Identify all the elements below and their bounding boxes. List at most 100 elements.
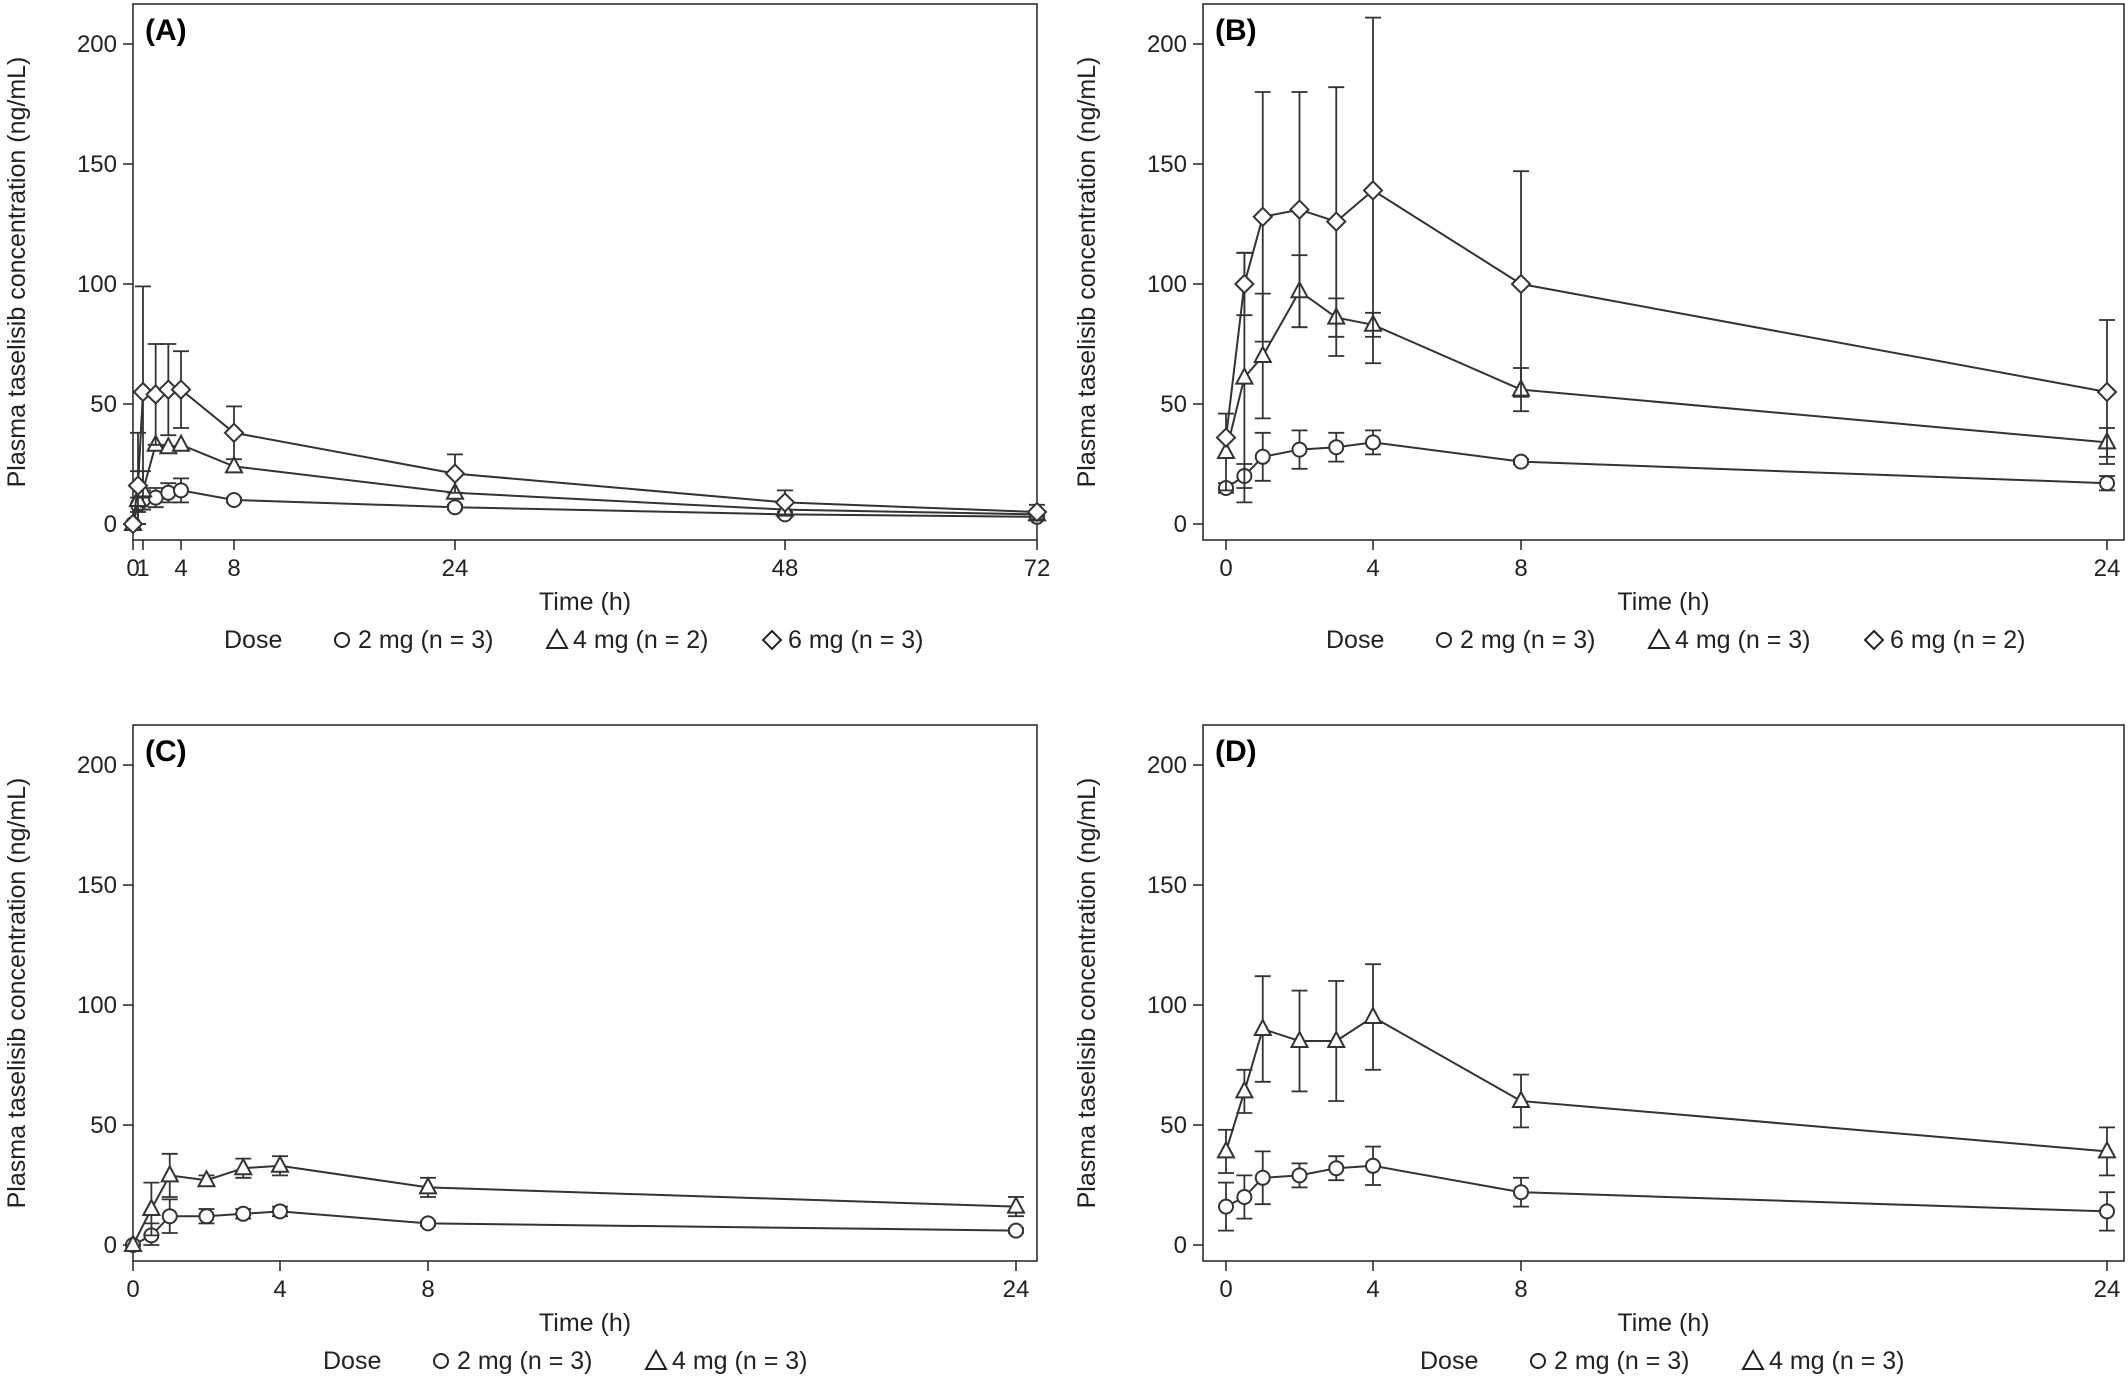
data-point (127, 475, 149, 497)
series-diamond (1215, 16, 2118, 465)
y-tick-label: 200 (1147, 752, 1187, 779)
data-point (122, 513, 144, 535)
legend-marker-diamond (1863, 629, 1885, 651)
data-point (1006, 1195, 1026, 1214)
data-point (226, 492, 242, 508)
data-point (196, 1169, 217, 1188)
data-point (1253, 344, 1273, 363)
data-point (1216, 440, 1236, 459)
data-point (1254, 448, 1271, 465)
data-point (1233, 273, 1255, 295)
x-tick-label: 24 (1003, 1276, 1030, 1303)
data-point (160, 1164, 180, 1183)
data-point (2099, 1203, 2115, 1220)
data-point (198, 1208, 215, 1225)
data-point (161, 1208, 178, 1225)
data-point (141, 1197, 162, 1216)
plot-frame (1202, 3, 2125, 541)
data-point (1363, 1005, 1383, 1024)
legend-label: 2 mg (n = 3) (1554, 1347, 1689, 1375)
data-point (1513, 453, 1529, 470)
series-line (1225, 1015, 2108, 1153)
data-point (447, 499, 463, 516)
series-triangle (1216, 251, 2117, 504)
legend-marker-circle (1530, 1353, 1546, 1369)
panel-c: (C) 0 50 100 150 200 0 4 8 24 Time (h) Plasma tasel… (3, 724, 1038, 1375)
legend-marker-triangle (644, 1348, 668, 1370)
data-point (160, 484, 177, 501)
legend-marker-triangle (545, 627, 569, 649)
series-line (132, 1164, 1017, 1246)
x-tick-label: 4 (174, 555, 187, 582)
legend-label: 4 mg (n = 3) (1769, 1347, 1904, 1375)
y-axis-title: Plasma taselisib concentration (ng/mL) (1073, 778, 1101, 1209)
y-tick-label: 0 (1174, 511, 1187, 538)
data-point (774, 491, 796, 513)
legend-label: 2 mg (n = 3) (1460, 626, 1595, 654)
x-tick-label: 8 (227, 555, 240, 582)
y-tick-label: 100 (77, 992, 117, 1019)
x-tick-label: 24 (442, 555, 469, 582)
series-line (1225, 189, 2108, 438)
legend: Dose 2 mg (n = 3) 4 mg (n = 3) (323, 1347, 807, 1375)
y-tick-label: 0 (104, 1232, 117, 1259)
series-circle (1218, 1145, 2115, 1232)
legend-marker-circle (1436, 632, 1452, 648)
legend-label: 6 mg (n = 2) (1890, 626, 2025, 654)
x-tick-label: 72 (1024, 555, 1051, 582)
series-line (1225, 289, 2108, 453)
series-line (1225, 441, 2108, 489)
data-point (270, 1154, 290, 1173)
legend-label: 4 mg (n = 3) (672, 1347, 807, 1375)
legend-label: 4 mg (n = 2) (573, 626, 708, 654)
x-tick-label: 4 (273, 1276, 286, 1303)
y-tick-label: 50 (1160, 1112, 1187, 1139)
legend-marker-triangle (1741, 1348, 1765, 1370)
series-circle (125, 477, 1045, 532)
legend-title: Dose (224, 626, 282, 654)
legend-label: 2 mg (n = 3) (358, 626, 493, 654)
legend-label: 6 mg (n = 3) (788, 626, 923, 654)
x-axis-title: Time (h) (539, 1309, 631, 1337)
x-axis-title: Time (h) (1617, 1309, 1709, 1337)
data-point (233, 1157, 253, 1176)
data-point (171, 433, 191, 452)
y-axis-title: Plasma taselisib concentration (ng/mL) (1073, 57, 1101, 488)
series-diamond (122, 285, 1048, 535)
x-tick-label: 4 (1366, 1276, 1379, 1303)
y-tick-label: 150 (77, 151, 117, 178)
data-point (1236, 1189, 1253, 1205)
data-point (1326, 1029, 1346, 1048)
y-tick-label: 200 (77, 31, 117, 58)
y-tick-label: 150 (1147, 151, 1187, 178)
x-axis-title: Time (h) (539, 588, 631, 616)
x-tick-label: 4 (1366, 555, 1379, 582)
y-axis-title: Plasma taselisib concentration (ng/mL) (3, 57, 31, 488)
legend-title: Dose (1326, 626, 1384, 654)
y-tick-label: 150 (77, 872, 117, 899)
legend-label: 2 mg (n = 3) (457, 1347, 592, 1375)
data-point (1291, 1167, 1308, 1184)
series-circle (125, 1198, 1024, 1253)
panel-label: (A) (145, 14, 187, 47)
data-point (1289, 199, 1310, 221)
legend-title: Dose (1420, 1347, 1478, 1375)
x-axis-title: Time (h) (1617, 588, 1709, 616)
data-point (1252, 206, 1274, 228)
data-point (1008, 1222, 1024, 1239)
series-line (1225, 1164, 2108, 1213)
panel-label: (B) (1215, 14, 1257, 47)
data-point (1325, 211, 1347, 233)
x-tick-label: 24 (2094, 555, 2121, 582)
data-point (1254, 1169, 1271, 1186)
y-tick-label: 200 (1147, 31, 1187, 58)
x-tick-label: 0 (1219, 555, 1232, 582)
data-point (1291, 441, 1308, 458)
data-point (1328, 439, 1345, 456)
legend: Dose 2 mg (n = 3) 4 mg (n = 3) (1420, 1347, 1904, 1375)
data-point (444, 463, 466, 485)
x-tick-label: 8 (1514, 555, 1527, 582)
series-circle (1218, 429, 2115, 496)
